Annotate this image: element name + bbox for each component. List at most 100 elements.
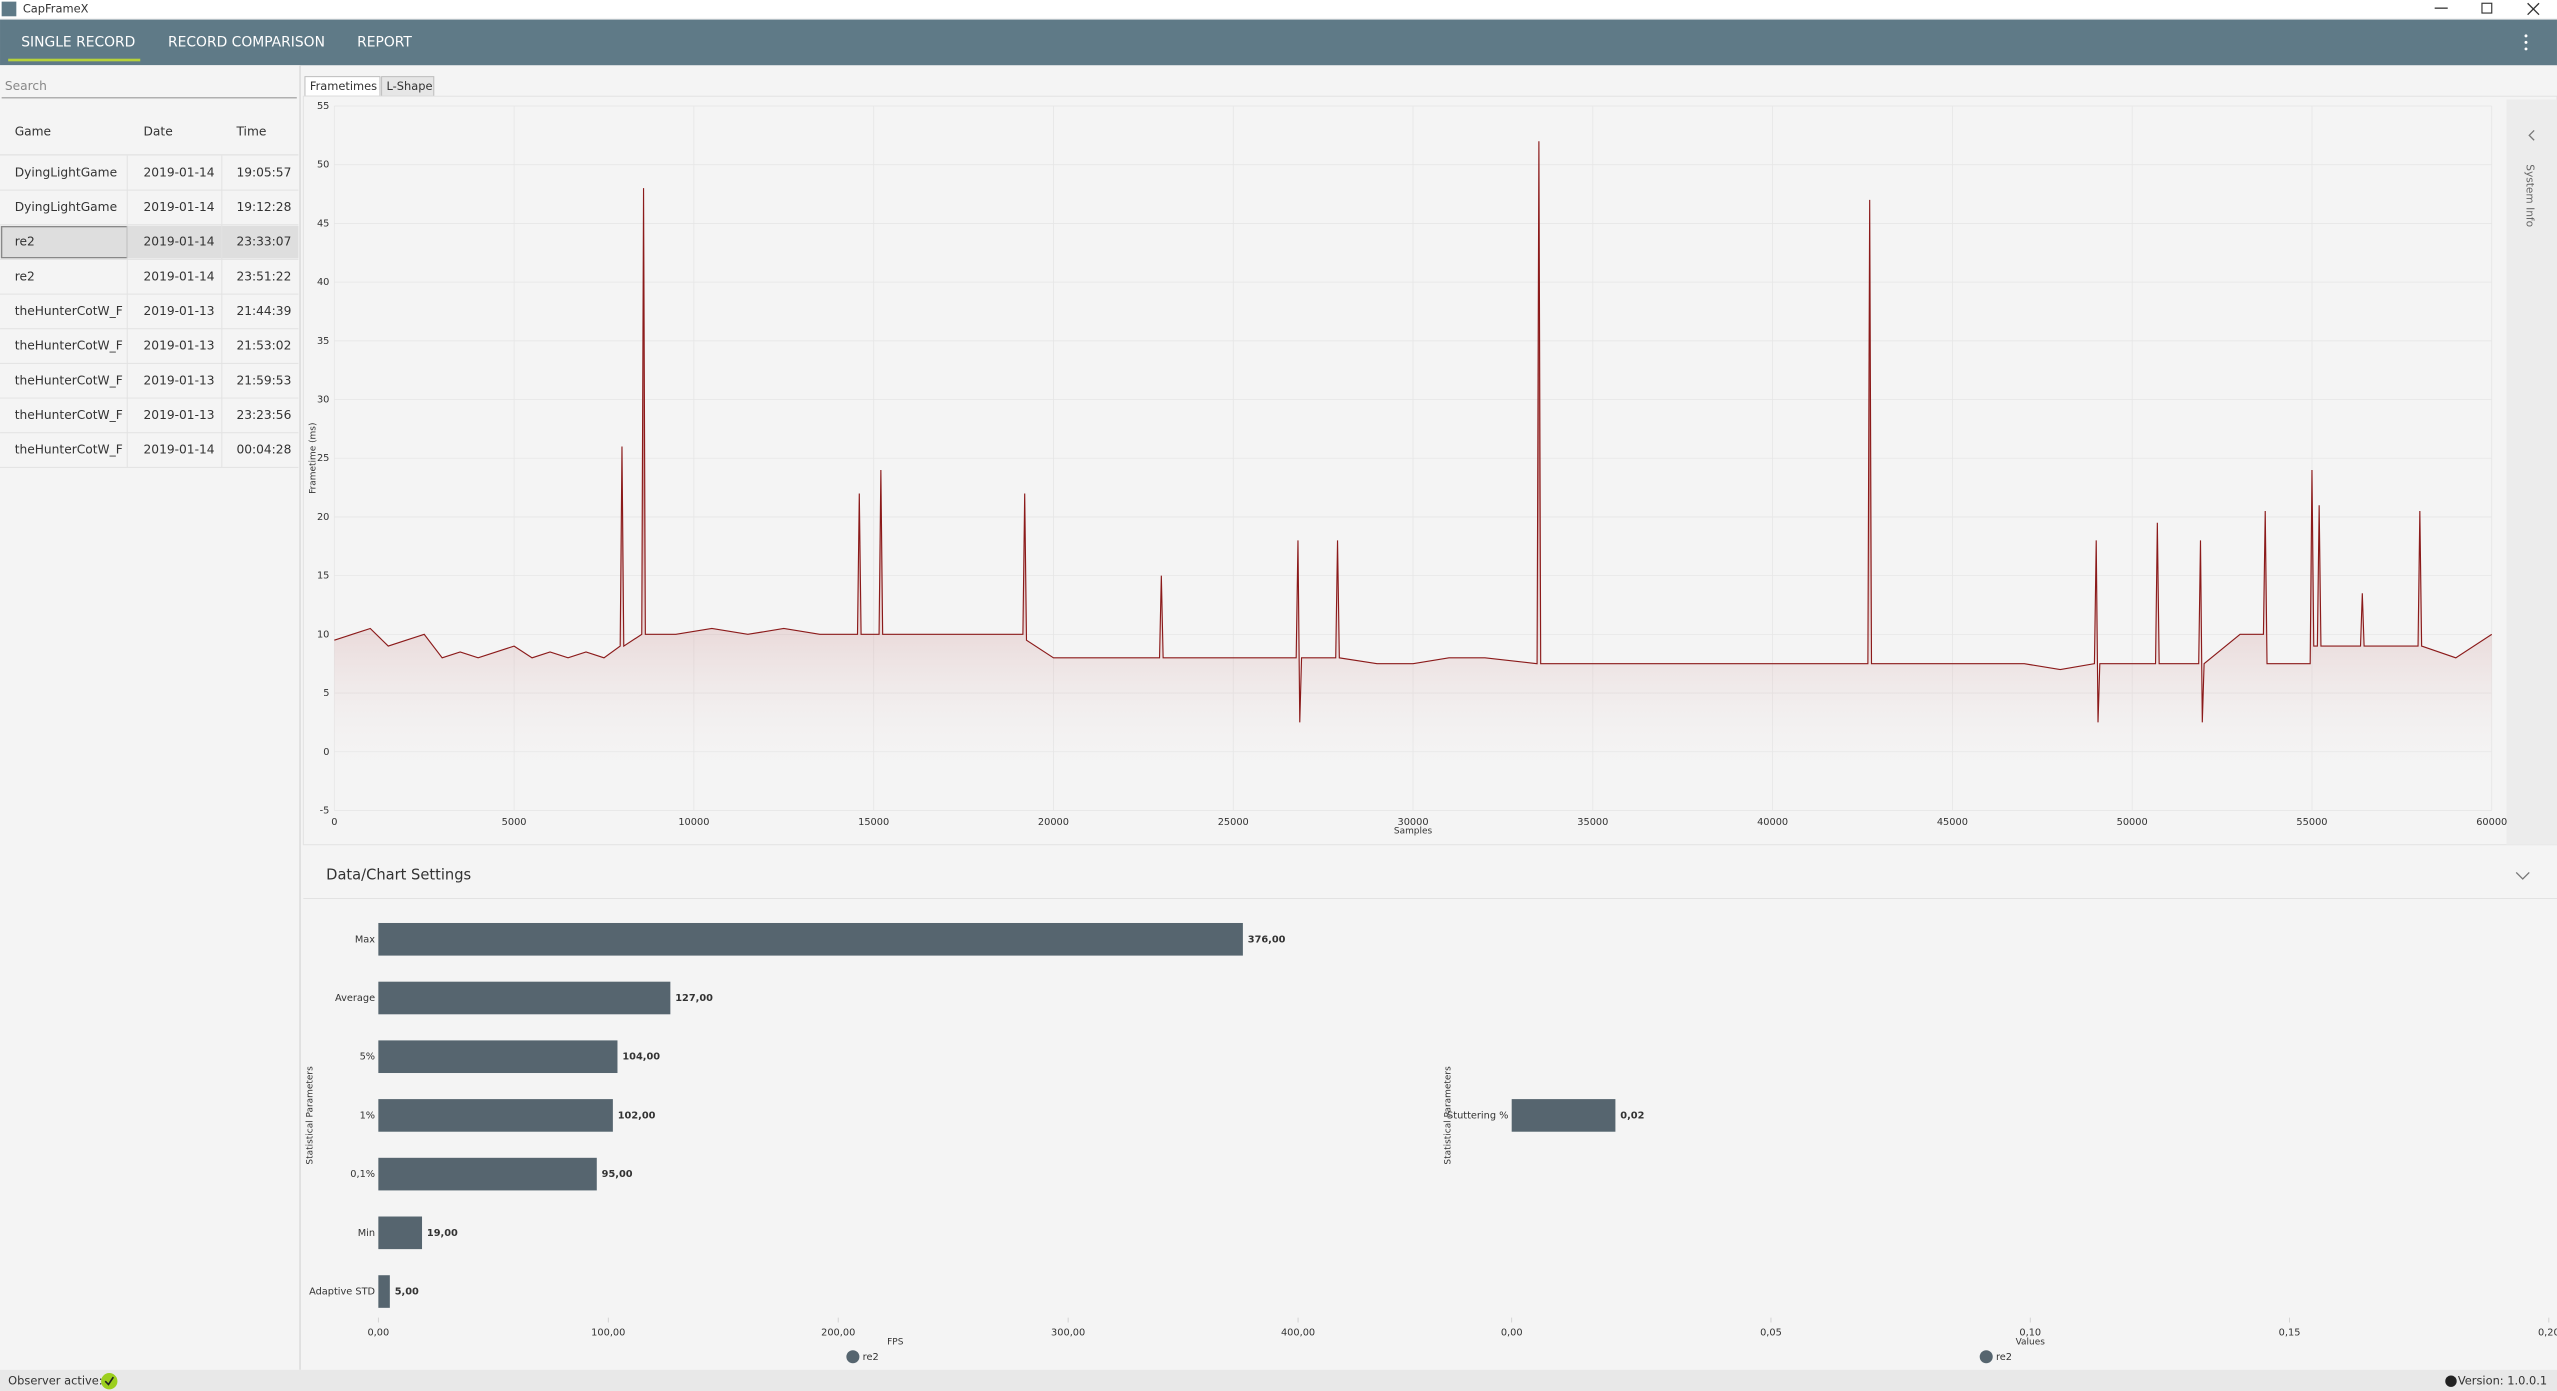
title-bar	[0, 0, 2557, 18]
y-tick-label: 35	[317, 336, 329, 347]
x-tick-label: 400,00	[1281, 1327, 1315, 1338]
info-icon	[2445, 1375, 2457, 1387]
nav-tab[interactable]: RECORD COMPARISON	[168, 34, 325, 50]
table-cell[interactable]: theHunterCotW_F	[15, 304, 123, 318]
legend-label: re2	[1996, 1352, 2012, 1363]
system-info-strip[interactable]	[2506, 99, 2557, 845]
bar	[378, 1157, 597, 1191]
close-button[interactable]	[2527, 2, 2540, 16]
version-label: Version: 1.0.0.1	[2458, 1374, 2547, 1388]
table-cell[interactable]: 2019-01-14	[144, 269, 215, 283]
settings-header[interactable]	[303, 854, 2557, 897]
bar	[1511, 1099, 1616, 1132]
chart-tab-label[interactable]: Frametimes	[310, 79, 377, 93]
y-tick-label: 50	[317, 160, 329, 171]
x-tick-label: 200,00	[821, 1327, 855, 1338]
y-tick-label: 20	[317, 512, 329, 523]
table-cell[interactable]: theHunterCotW_F	[15, 408, 123, 422]
bar	[378, 1040, 618, 1074]
x-tick-label: 300,00	[1051, 1327, 1085, 1338]
bar	[378, 1099, 613, 1132]
y-tick-label: 10	[317, 629, 329, 640]
y-axis-label: Statistical Parameters	[1444, 1066, 1454, 1165]
active-tab-indicator	[8, 58, 141, 62]
nav-bar	[0, 19, 2557, 66]
x-tick-label: 5000	[502, 817, 527, 828]
table-cell[interactable]: theHunterCotW_F	[15, 443, 123, 457]
table-cell[interactable]: 21:53:02	[236, 339, 291, 353]
frametime-line	[334, 141, 2493, 723]
bar	[378, 922, 1243, 956]
table-cell[interactable]: DyingLightGame	[15, 200, 117, 214]
table-cell[interactable]: 2019-01-13	[144, 304, 215, 318]
nav-tab[interactable]: SINGLE RECORD	[21, 34, 135, 50]
observer-label: Observer active:	[8, 1374, 102, 1388]
table-cell[interactable]: 2019-01-13	[144, 373, 215, 387]
x-tick-label: 40000	[1757, 817, 1788, 828]
x-tick-label: 0	[331, 817, 337, 828]
collapse-icon[interactable]	[2515, 871, 2530, 880]
menu-dot[interactable]	[2524, 40, 2528, 44]
table-cell[interactable]: 21:59:53	[236, 373, 291, 387]
table-cell[interactable]: 2019-01-13	[144, 408, 215, 422]
table-cell[interactable]: 23:23:56	[236, 408, 291, 422]
y-axis-label: Statistical Parameters	[305, 1066, 315, 1165]
y-tick-label: -5	[320, 805, 330, 816]
search-box[interactable]: Search	[5, 79, 47, 93]
menu-dot[interactable]	[2524, 47, 2528, 51]
x-tick-label: 45000	[1937, 817, 1968, 828]
chart-tab-label[interactable]: L-Shape	[386, 79, 432, 93]
x-tick-label: 25000	[1218, 817, 1249, 828]
nav-tab[interactable]: REPORT	[357, 34, 412, 50]
bar	[378, 1275, 390, 1308]
y-tick-label: 15	[317, 571, 329, 582]
system-info-label[interactable]: System Info	[2523, 164, 2535, 227]
y-tick-label: 30	[317, 395, 329, 406]
value-label: 95,00	[602, 1169, 633, 1180]
category-label: Stuttering %	[1447, 1110, 1508, 1121]
table-cell[interactable]: 19:05:57	[236, 165, 291, 179]
table-cell[interactable]: re2	[15, 235, 35, 249]
x-tick-label: 0,15	[2279, 1327, 2301, 1338]
status-bar	[0, 1369, 2557, 1391]
category-label: Average	[335, 993, 375, 1004]
window-title: CapFrameX	[23, 1, 89, 15]
table-cell[interactable]: 19:12:28	[236, 200, 291, 214]
table-cell[interactable]: 2019-01-13	[144, 339, 215, 353]
column-header[interactable]: Time	[235, 125, 266, 139]
value-label: 127,00	[675, 993, 713, 1004]
table-cell[interactable]: 23:51:22	[236, 269, 291, 283]
table-cell[interactable]: 21:44:39	[236, 304, 291, 318]
legend-marker	[846, 1350, 860, 1364]
settings-title[interactable]: Data/Chart Settings	[326, 867, 471, 884]
category-label: 1%	[360, 1110, 376, 1121]
table-cell[interactable]: 00:04:28	[236, 443, 291, 457]
menu-dot[interactable]	[2524, 34, 2528, 38]
table-cell[interactable]: 2019-01-14	[144, 443, 215, 457]
table-cell[interactable]: 2019-01-14	[144, 235, 215, 249]
table-cell[interactable]: 2019-01-14	[144, 200, 215, 214]
x-tick-label: 100,00	[591, 1327, 625, 1338]
y-tick-label: 40	[317, 277, 329, 288]
y-tick-label: 0	[323, 747, 329, 758]
y-tick-label: 45	[317, 218, 329, 229]
column-header[interactable]: Date	[144, 125, 173, 139]
x-tick-label: 20000	[1038, 817, 1069, 828]
value-label: 104,00	[622, 1052, 660, 1063]
x-tick-label: 0,20	[2538, 1327, 2557, 1338]
expand-icon[interactable]	[2528, 129, 2535, 141]
table-cell[interactable]: re2	[15, 269, 35, 283]
table-cell[interactable]: theHunterCotW_F	[15, 339, 123, 353]
value-label: 102,00	[618, 1110, 656, 1121]
table-cell[interactable]: theHunterCotW_F	[15, 373, 123, 387]
category-label: 5%	[360, 1052, 376, 1063]
x-tick-label: 50000	[2117, 817, 2148, 828]
x-tick-label: 0,00	[367, 1327, 389, 1338]
table-cell[interactable]: 23:33:07	[236, 235, 291, 249]
table-cell[interactable]: DyingLightGame	[15, 165, 117, 179]
column-header[interactable]: Game	[15, 125, 51, 139]
table-cell[interactable]: 2019-01-14	[144, 165, 215, 179]
x-tick-label: 15000	[858, 817, 889, 828]
restore-button[interactable]	[2481, 2, 2493, 14]
